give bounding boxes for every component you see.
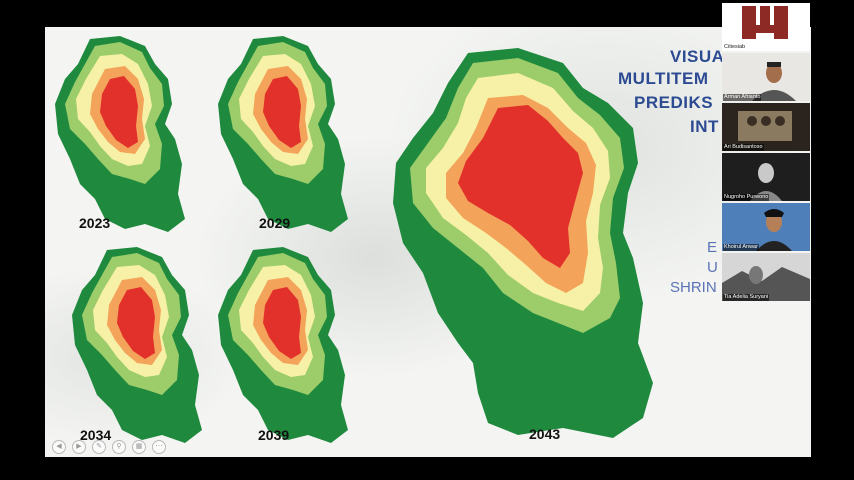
- map-2023: [50, 34, 190, 234]
- participant-video: [722, 53, 810, 101]
- map-year-label: 2039: [258, 427, 290, 443]
- participant-name: Nugroho Purwono: [723, 194, 770, 201]
- next-icon[interactable]: ▶: [72, 440, 86, 454]
- presentation-slide: 2023 2029 2034 2039 2043 VISUA MULTITEM …: [45, 27, 811, 457]
- map-2034: [67, 245, 207, 445]
- more-icon[interactable]: ⋯: [152, 440, 166, 454]
- slide-subtitle-line: E: [707, 239, 718, 256]
- participant-video: [722, 203, 810, 251]
- slideshow-toolbar: ◀ ▶ ✎ ⚲ ▦ ⋯: [52, 440, 166, 454]
- participant-name: Khoirul Anwar: [723, 244, 759, 251]
- participant-video: [722, 153, 810, 201]
- zoom-icon[interactable]: ⚲: [112, 440, 126, 454]
- map-2039: [213, 245, 353, 445]
- map-year-label: 2029: [259, 215, 291, 231]
- prev-icon[interactable]: ◀: [52, 440, 66, 454]
- participant-name: Tia Adelia Suryani: [723, 294, 770, 301]
- slide-title-line: MULTITEM: [618, 69, 709, 88]
- map-year-label: 2034: [80, 427, 112, 443]
- slide-title-line: PREDIKS: [634, 93, 714, 112]
- participant-video: [722, 103, 810, 151]
- participant-video: [722, 253, 810, 301]
- participant-name: Citiesiab: [724, 44, 746, 50]
- map-2043: [388, 43, 668, 443]
- participant-tile[interactable]: Tia Adelia Suryani: [722, 253, 810, 301]
- participant-tile[interactable]: Citiesiab: [722, 3, 810, 51]
- participant-tile[interactable]: Khoirul Anwar: [722, 203, 810, 251]
- participant-tile[interactable]: Nugroho Purwono: [722, 153, 810, 201]
- map-year-label: 2023: [79, 215, 111, 231]
- slide-title-line: INT: [690, 117, 719, 136]
- slide-subtitle-line: SHRIN: [670, 279, 717, 296]
- slide-title-line: VISUA: [670, 47, 725, 66]
- participant-tile[interactable]: Ari Budisantoso: [722, 103, 810, 151]
- pen-icon[interactable]: ✎: [92, 440, 106, 454]
- slide-subtitle-line: U: [707, 259, 718, 276]
- map-year-label: 2043: [529, 426, 561, 442]
- map-2029: [213, 34, 353, 234]
- participant-tile[interactable]: Arman Afrianto: [722, 53, 810, 101]
- participant-name: Ari Budisantoso: [723, 144, 764, 151]
- citieslab-logo: [722, 6, 810, 51]
- slides-icon[interactable]: ▦: [132, 440, 146, 454]
- participant-name: Arman Afrianto: [723, 94, 762, 101]
- participant-video-strip: Citiesiab Arman Afrianto Ari Budisantoso…: [722, 3, 810, 303]
